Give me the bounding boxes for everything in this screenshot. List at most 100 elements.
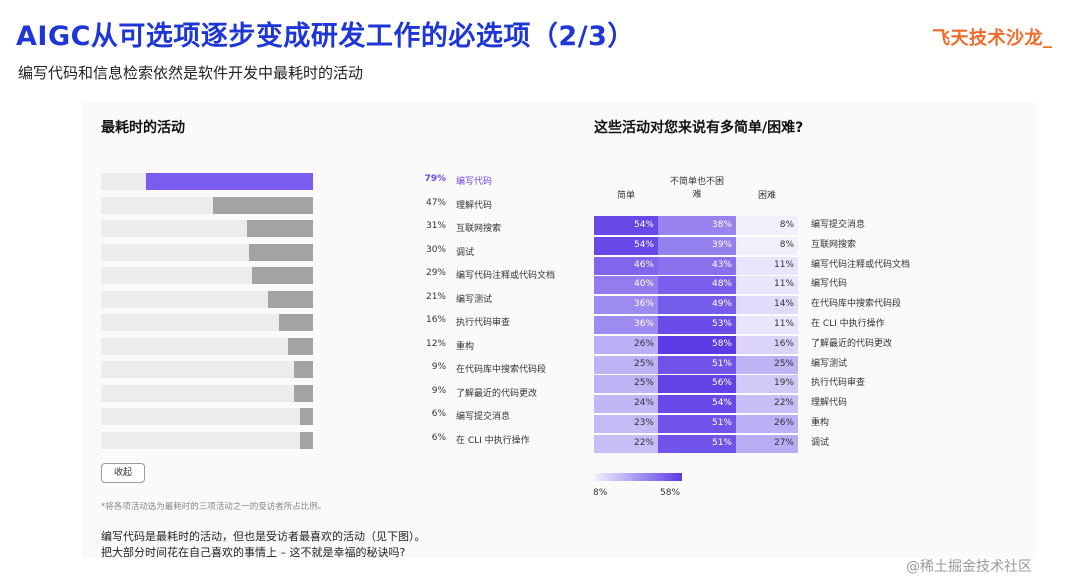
heatmap-cell: 49% <box>658 295 736 315</box>
heatmap-cell: 51% <box>658 354 736 374</box>
heatmap-cell: 19% <box>736 374 798 394</box>
heatmap-cell: 24% <box>594 394 658 414</box>
heatmap-row-label: 编写测试 <box>811 358 848 369</box>
conclusion-line-2: 把大部分时间花在自己喜欢的事情上 – 这不就是幸福的秘诀吗? <box>101 546 406 559</box>
heatmap-cell: 46% <box>594 255 658 275</box>
collapse-button[interactable]: 收起 <box>101 463 145 483</box>
bar <box>287 337 313 355</box>
bar-category-label: 了解最近的代码更改 <box>456 388 538 399</box>
heatmap-row-divider <box>594 374 798 376</box>
bar-value-label: 30% <box>425 244 446 255</box>
bar <box>213 196 313 214</box>
bar-category-label: 编写提交消息 <box>456 412 511 422</box>
bar-track <box>101 361 313 378</box>
bar-category-label: 在 CLI 中执行操作 <box>456 435 530 446</box>
bar-value-label: 6% <box>431 409 446 419</box>
bar <box>145 173 313 190</box>
heatmap-cell: 25% <box>594 374 658 394</box>
heatmap-row-divider <box>594 315 798 316</box>
column-header-neutral: 不简单也不困 难 <box>655 176 739 202</box>
bar <box>279 314 313 331</box>
heatmap-cell: 11% <box>736 255 798 275</box>
heatmap-row-divider <box>594 275 798 277</box>
heatmap-cell: 23% <box>594 414 658 433</box>
heatmap-row-label: 编写代码 <box>811 279 848 290</box>
heatmap-cell: 25% <box>736 354 798 374</box>
heatmap-cell: 54% <box>658 394 736 414</box>
bar-value-label: 47% <box>425 197 446 208</box>
bar-category-label: 编写代码 <box>456 177 493 187</box>
column-header-neutral-line2: 难 <box>692 190 702 200</box>
heatmap-row-label: 重构 <box>811 418 830 428</box>
heatmap-row-label: 理解代码 <box>811 398 848 409</box>
heatmap-cell: 56% <box>658 374 736 394</box>
page-subtitle: 编写代码和信息检索依然是软件开发中最耗时的活动 <box>18 64 364 82</box>
legend-min-label: 8% <box>593 488 608 498</box>
column-header-hard: 困难 <box>757 191 776 201</box>
heatmap-row-label: 调试 <box>811 437 830 448</box>
bar-value-label: 12% <box>425 338 446 349</box>
heatmap-cell: 26% <box>736 414 798 433</box>
bar <box>251 267 313 284</box>
footnote: *将各项活动选为最耗时的三项活动之一的受访者所占比例。 <box>101 502 327 512</box>
heatmap-cell: 53% <box>658 315 736 334</box>
page-title: AIGC从可选项逐步变成研发工作的必选项（2/3） <box>16 21 635 52</box>
bar <box>247 220 313 237</box>
bar-category-label: 理解代码 <box>456 200 493 211</box>
conclusion-text: 编写代码是最耗时的活动，但也是受访者最喜欢的活动（见下图）。 把大部分时间花在自… <box>101 529 426 561</box>
bar-track <box>101 431 313 449</box>
bar-track <box>101 384 313 402</box>
heatmap-row-divider <box>594 433 798 435</box>
bar-track <box>101 337 313 355</box>
bar-category-label: 编写代码注释或代码文档 <box>456 271 556 281</box>
legend-max-label: 58% <box>660 488 681 498</box>
heatmap-row-divider <box>594 235 798 237</box>
bar-value-label: 29% <box>425 268 446 278</box>
heatmap-row-divider <box>594 354 798 356</box>
bar-track <box>101 408 313 425</box>
bar-category-label: 执行代码审查 <box>456 318 511 328</box>
right-chart-heading: 这些活动对您来说有多简单/困难? <box>594 120 804 136</box>
heatmap-cell: 22% <box>594 433 658 453</box>
bar <box>293 384 313 402</box>
bar-value-label: 9% <box>431 385 446 396</box>
heatmap-cell: 36% <box>594 295 658 315</box>
heatmap-row-divider <box>594 334 798 336</box>
heatmap-row-divider <box>594 295 798 297</box>
bar-track <box>101 314 313 331</box>
column-header-neutral-line1: 不简单也不困 <box>669 177 724 187</box>
heatmap-cell: 8% <box>736 235 798 255</box>
bar-value-label: 6% <box>431 432 446 443</box>
heatmap-cell: 8% <box>736 216 798 235</box>
bar <box>249 243 313 261</box>
heatmap-cell: 22% <box>736 394 798 414</box>
heatmap-cell: 11% <box>736 315 798 334</box>
watermark: @稀土掘金技术社区 <box>906 559 1032 575</box>
heatmap-cell: 54% <box>594 235 658 255</box>
bar <box>300 408 313 425</box>
heatmap-cell: 27% <box>736 433 798 453</box>
bar-value-label: 21% <box>425 291 446 302</box>
brand-logo: 飞天技术沙龙_ <box>932 28 1053 49</box>
heatmap-cell: 51% <box>658 414 736 433</box>
heatmap-row-divider <box>594 414 798 415</box>
bar-value-label: 79% <box>424 174 446 184</box>
color-scale-legend <box>594 473 682 481</box>
bar <box>293 361 313 378</box>
heatmap-row-label: 了解最近的代码更改 <box>811 338 893 349</box>
heatmap-cell: 14% <box>736 295 798 315</box>
left-chart-heading: 最耗时的活动 <box>101 120 185 136</box>
column-header-easy: 简单 <box>616 191 635 201</box>
heatmap-row-label: 在代码库中搜索代码段 <box>811 299 902 310</box>
heatmap-cell: 43% <box>658 255 736 275</box>
conclusion-line-1: 编写代码是最耗时的活动，但也是受访者最喜欢的活动（见下图）。 <box>101 530 426 543</box>
bar-category-label: 重构 <box>456 341 475 352</box>
bar <box>300 431 313 449</box>
heatmap-cell: 36% <box>594 315 658 334</box>
heatmap-cell: 39% <box>658 235 736 255</box>
heatmap-row-label: 执行代码审查 <box>811 378 866 389</box>
heatmap-row-label: 编写代码注释或代码文档 <box>811 259 911 270</box>
heatmap-cell: 25% <box>594 354 658 374</box>
heatmap-cell: 11% <box>736 275 798 295</box>
heatmap-cell: 54% <box>594 216 658 235</box>
